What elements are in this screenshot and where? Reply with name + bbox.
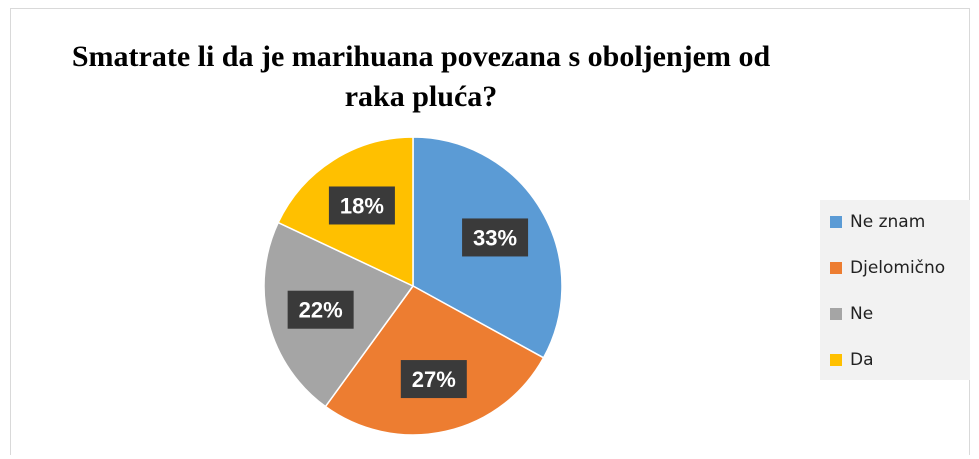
legend-swatch (830, 262, 842, 274)
data-label-box (287, 290, 354, 329)
legend-label: Ne (850, 304, 874, 324)
data-label-djelomicno: 27% (400, 360, 467, 399)
legend: Ne znam Djelomično Ne Da (820, 200, 970, 380)
data-label-text: 22% (299, 298, 343, 323)
legend-swatch (830, 308, 842, 320)
legend-label: Da (850, 350, 874, 370)
legend-label: Ne znam (850, 212, 926, 232)
data-label-ne-znam: 33% (462, 218, 529, 257)
data-label-text: 27% (412, 367, 456, 392)
legend-item-da: Da (830, 348, 874, 372)
chart-title: Smatrate li da je marihuana povezana s o… (71, 37, 771, 117)
chart-title-line-2: raka pluća? (344, 80, 498, 113)
data-label-ne: 22% (287, 290, 354, 329)
legend-item-ne: Ne (830, 302, 873, 326)
data-label-text: 33% (473, 225, 517, 250)
legend-swatch (830, 354, 842, 366)
legend-item-ne-znam: Ne znam (830, 210, 925, 234)
chart-title-line-1: Smatrate li da je marihuana povezana s o… (71, 40, 771, 73)
legend-label: Djelomično (850, 258, 946, 278)
legend-swatch (830, 216, 842, 228)
data-label-box (328, 186, 395, 225)
legend-item-djelomicno: Djelomično (830, 256, 945, 280)
data-label-box (400, 360, 467, 399)
data-label-text: 18% (340, 193, 384, 218)
data-label-box (462, 218, 529, 257)
data-label-da: 18% (328, 186, 395, 225)
